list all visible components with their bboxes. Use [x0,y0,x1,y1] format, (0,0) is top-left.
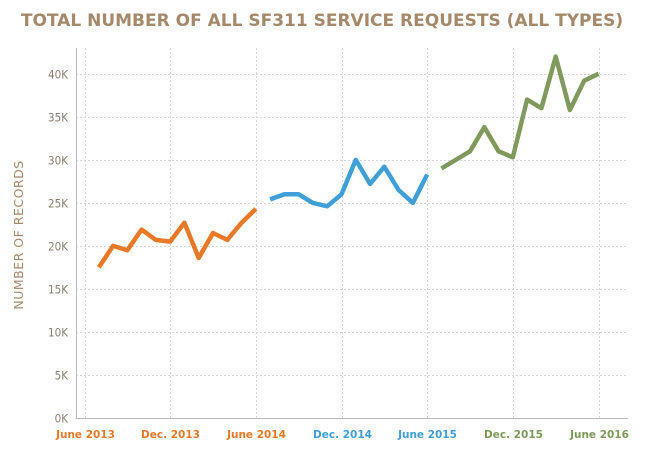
x-tick-label: June 2016 [569,429,629,441]
series-line-3 [440,54,600,171]
y-tick-label: 15K [48,283,68,297]
y-tick-label: 10K [48,326,68,340]
x-tick-label: June 2014 [226,429,286,441]
y-tick-label: 30K [48,154,68,168]
x-tick-label: Dec. 2014 [313,429,372,441]
x-tick-label: Dec. 2013 [141,429,200,441]
series-line-1 [96,207,258,269]
gridlines [76,48,628,419]
y-tick-labels: 0K 5K 10K 15K 20K 25K 30K 35K 40K [48,68,68,426]
y-tick-label: 35K [48,111,68,125]
y-axis-label: NUMBER OF RECORDS [11,160,26,309]
y-tick-label: 5K [55,369,69,383]
series-line-2 [269,157,430,209]
x-tick-label: June 2015 [397,429,457,441]
series-lines [96,54,600,269]
y-tick-label: 40K [48,68,68,82]
x-tick-label: June 2013 [55,429,115,441]
y-tick-label: 25K [48,197,68,211]
x-tick-labels: June 2013 Dec. 2013 June 2014 Dec. 2014 June… [55,429,629,441]
y-tick-label: 0K [55,412,69,426]
y-tick-label: 20K [48,240,68,254]
chart-title: TOTAL NUMBER OF ALL SF311 SERVICE REQUES… [21,11,623,31]
x-tick-label: Dec. 2015 [484,429,543,441]
